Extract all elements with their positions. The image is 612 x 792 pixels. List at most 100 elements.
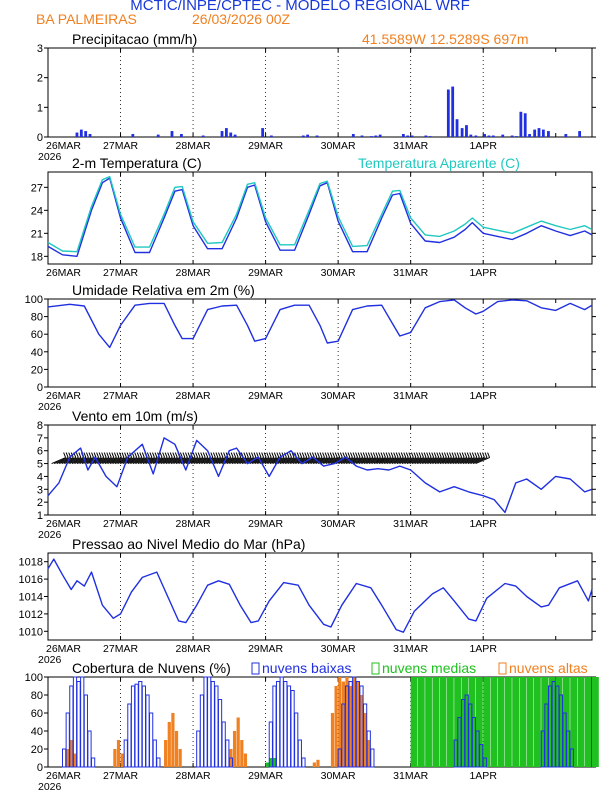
cloud-bar-nuvens-altas	[167, 722, 171, 767]
y-tick-label: 60	[31, 329, 43, 341]
y-tick-label: 7	[37, 433, 43, 445]
wind-barb-flag	[174, 452, 178, 458]
cloud-bar-nuvens-altas	[312, 762, 316, 767]
cloud-bar-nuvens-baixas	[279, 676, 284, 768]
panel-title: Vento em 10m (m/s)	[72, 408, 198, 424]
series-line-1	[47, 177, 593, 257]
x-tick-label: 29MAR	[248, 643, 283, 655]
y-tick-label: 1018	[19, 557, 43, 569]
y-tick-label: 1010	[19, 626, 43, 638]
wind-barb-flag	[456, 452, 460, 458]
cloud-bar-nuvens-baixas	[138, 681, 143, 768]
cloud-bar-nuvens-medias	[504, 677, 512, 767]
wind-barb	[86, 457, 102, 465]
panel-6: 0 20 40 60 80 100 Cobertura de Nuvens (%) 26MAR…	[25, 660, 599, 792]
wind-barb	[427, 457, 442, 465]
x-year-label: 2026	[38, 654, 62, 666]
wind-barb	[137, 457, 153, 465]
wind-barb	[391, 457, 407, 465]
wind-barb-flag	[179, 452, 183, 458]
x-tick-label: 27MAR	[103, 390, 138, 402]
wind-barb	[406, 457, 422, 465]
wind-barb-flag	[65, 452, 69, 458]
x-tick-label: 1APR	[469, 770, 497, 782]
x-tick-label: 30MAR	[321, 770, 356, 782]
wind-barb	[59, 457, 74, 465]
precip-bar	[483, 134, 486, 137]
cloud-bar-nuvens-medias	[439, 677, 447, 767]
precip-bar	[201, 135, 205, 137]
cloud-bar-nuvens-baixas	[203, 676, 208, 768]
wind-barb-flag	[319, 452, 323, 458]
wind-barb	[457, 457, 473, 465]
wind-barb	[104, 457, 120, 465]
wind-barb-flag	[210, 452, 214, 458]
panel-2: 18 21 24 27 2-m Temperatura (C) 26MAR 27MAR 28M…	[31, 155, 596, 279]
wind-barb	[180, 457, 196, 465]
wind-barb-flag	[202, 452, 206, 458]
wind-barb-flag	[154, 452, 158, 458]
cloud-bar-nuvens-medias	[519, 677, 527, 767]
cloud-bar-nuvens-baixas	[294, 712, 299, 768]
cloud-bar-nuvens-medias	[497, 677, 505, 767]
wind-barb-flag	[454, 452, 458, 458]
cloud-bar-nuvens-medias	[475, 677, 483, 767]
x-tick-label: 1APR	[469, 390, 497, 402]
precip-bar	[537, 128, 541, 137]
wind-barb	[51, 457, 66, 465]
wind-barb	[201, 457, 216, 465]
cloud-bar-nuvens-medias	[432, 677, 440, 767]
legend-label: nuvens medias	[382, 660, 476, 676]
wind-barb	[470, 457, 485, 465]
x-tick-label: 30MAR	[321, 267, 356, 279]
wind-barb-flag	[347, 452, 351, 458]
wind-barb-flag	[245, 452, 249, 458]
wind-barb-flag	[446, 452, 450, 458]
cloud-bar-nuvens-medias	[410, 677, 418, 767]
precip-bar	[578, 131, 582, 137]
wind-barb	[216, 457, 231, 465]
wind-barb	[109, 457, 125, 465]
cloud-bar-nuvens-baixas	[217, 699, 223, 768]
wind-barb	[127, 457, 142, 465]
wind-barb-flag	[299, 452, 303, 458]
cloud-bar-nuvens-baixas	[130, 685, 136, 768]
wind-barb-flag	[314, 452, 318, 458]
wind-barb	[350, 457, 366, 465]
wind-barb	[419, 457, 434, 465]
header-coords: 41.5589W 12.5289S 697m	[362, 31, 529, 47]
wind-barb-flag	[182, 452, 186, 458]
x-year-label: 2026	[38, 401, 62, 413]
wind-barb-flag	[248, 452, 252, 458]
wind-barb	[97, 457, 112, 465]
wind-barb-flag	[352, 452, 356, 458]
header-run-date: 26/03/2026 00Z	[192, 11, 291, 27]
wind-barb	[411, 457, 427, 465]
x-tick-label: 29MAR	[248, 140, 283, 152]
cloud-bar-nuvens-baixas	[228, 757, 234, 768]
wind-barb	[53, 457, 69, 465]
precip-bar	[269, 135, 273, 137]
wind-barb-flag	[111, 452, 115, 458]
wind-barb	[170, 457, 186, 465]
wind-barb	[218, 457, 234, 465]
wind-barb	[140, 457, 155, 465]
cloud-bar-nuvens-baixas	[370, 748, 375, 768]
wind-barb-flag	[235, 452, 239, 458]
wind-barb	[462, 457, 478, 465]
wind-barb-flag	[124, 452, 128, 458]
wind-barb-flag	[78, 452, 82, 458]
y-tick-label: 80	[31, 690, 43, 702]
wind-barb	[452, 457, 467, 465]
cloud-bar-nuvens-altas	[171, 713, 175, 767]
cloud-bar-nuvens-medias	[592, 677, 599, 767]
wind-barb-flag	[410, 452, 414, 458]
precip-bar	[446, 89, 450, 137]
wind-barb-flag	[428, 452, 432, 458]
wind-barb-flag	[487, 452, 491, 458]
precip-bar	[533, 129, 537, 137]
panel-title: Precipitacao (mm/h)	[72, 31, 197, 47]
wind-barb-flag	[258, 452, 262, 458]
cloud-bar-nuvens-altas	[69, 740, 73, 767]
